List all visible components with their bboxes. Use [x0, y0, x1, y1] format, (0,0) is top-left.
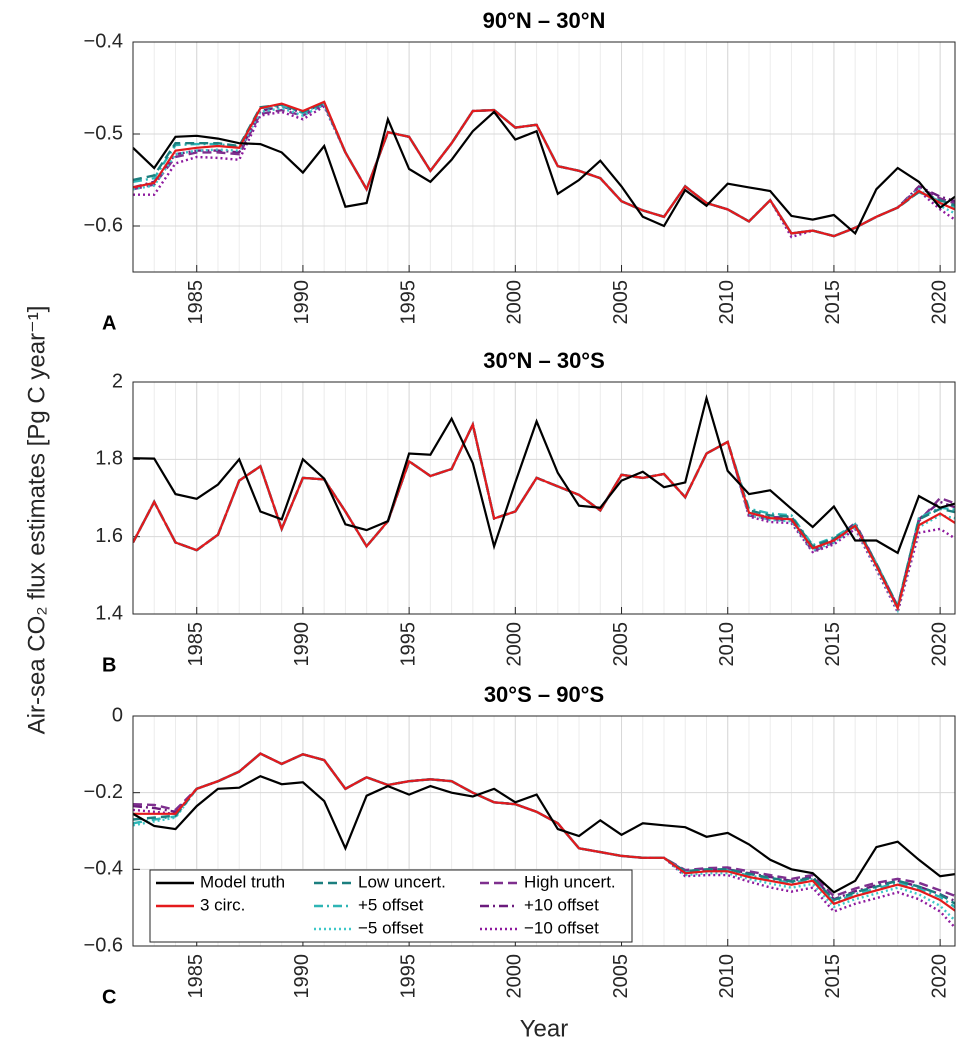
panel-label: B [102, 654, 116, 676]
series-line [133, 420, 955, 611]
lines [133, 752, 955, 930]
x-tick-label: 1995 [397, 622, 419, 667]
series-line [133, 752, 955, 913]
axes-box [132, 41, 956, 273]
lines [133, 100, 955, 239]
x-tick-label: 2000 [504, 280, 526, 325]
y-tick-label: 1.8 [95, 448, 123, 470]
x-tick-label: 2000 [504, 954, 526, 999]
series-line [133, 420, 955, 610]
x-tick-label: 2015 [822, 280, 844, 325]
x-tick-label: 1995 [397, 954, 419, 999]
lines [133, 394, 955, 614]
panel-label: A [102, 312, 116, 334]
y-axis-label: Air-sea CO₂ flux estimates [Pg C year⁻¹] [23, 306, 50, 735]
series-line [133, 104, 955, 239]
x-tick-label: 2005 [610, 954, 632, 999]
legend-label: 3 circ. [200, 895, 245, 914]
series-line [133, 421, 955, 612]
chart-title: 30°N – 30°S [483, 348, 605, 373]
x-tick-label: 2005 [610, 280, 632, 325]
x-axis-label: Year [520, 1015, 569, 1042]
y-tick-label: −0.6 [84, 214, 123, 236]
plot-area [133, 381, 955, 615]
legend-label: −5 offset [358, 918, 424, 937]
x-tick-label: 1990 [291, 954, 313, 999]
chart-title: 90°N – 30°N [483, 8, 606, 33]
y-tick-label: −0.5 [84, 122, 123, 144]
legend-label: +10 offset [524, 895, 599, 914]
legend-label: High uncert. [524, 872, 616, 891]
series-line [133, 110, 955, 236]
legend-label: Low uncert. [358, 872, 446, 891]
axes-box [132, 715, 956, 947]
y-tick-label: 0 [112, 704, 123, 726]
legend-label: Model truth [200, 872, 285, 891]
axes-box [132, 381, 956, 615]
legend-label: −10 offset [524, 918, 599, 937]
x-tick-label: 2010 [716, 954, 738, 999]
x-tick-label: 1985 [185, 622, 207, 667]
y-tick-label: 1.6 [95, 525, 123, 547]
x-tick-label: 2010 [716, 622, 738, 667]
legend-box [149, 869, 633, 943]
x-tick-label: 2015 [822, 622, 844, 667]
x-tick-label: 1985 [185, 280, 207, 325]
series-line [133, 774, 955, 894]
legend-label: +5 offset [358, 895, 424, 914]
x-tick-label: 2020 [928, 954, 950, 999]
x-tick-label: 2005 [610, 622, 632, 667]
chart-title: 30°S – 90°S [484, 682, 604, 707]
series-line [133, 100, 955, 238]
series-line [133, 394, 955, 555]
y-tick-label: −0.2 [84, 781, 123, 803]
x-tick-label: 1985 [185, 954, 207, 999]
x-tick-label: 2020 [928, 280, 950, 325]
y-tick-label: −0.4 [84, 858, 123, 880]
series-line [133, 420, 955, 614]
x-tick-label: 2020 [928, 622, 950, 667]
x-tick-label: 2015 [822, 954, 844, 999]
series-line [133, 420, 955, 614]
y-tick-label: 2 [112, 370, 123, 392]
series-line [133, 420, 955, 610]
y-tick-label: 1.4 [95, 602, 123, 624]
panel-label: C [102, 986, 116, 1008]
series-line [133, 420, 955, 610]
y-tick-label: −0.4 [84, 30, 123, 52]
x-tick-label: 1990 [291, 280, 313, 325]
x-tick-label: 1995 [397, 280, 419, 325]
plot-area [133, 41, 955, 272]
y-tick-label: −0.6 [84, 934, 123, 956]
x-tick-label: 1990 [291, 622, 313, 667]
x-tick-label: 2010 [716, 280, 738, 325]
x-tick-label: 2000 [504, 622, 526, 667]
